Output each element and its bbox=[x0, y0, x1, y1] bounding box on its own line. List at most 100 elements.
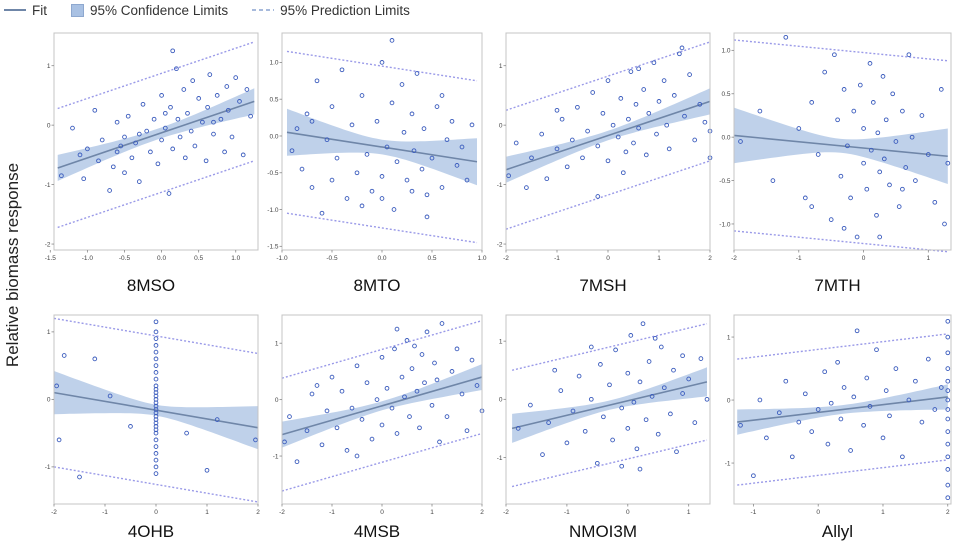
data-point bbox=[654, 131, 659, 137]
data-point bbox=[851, 108, 857, 114]
data-point bbox=[85, 146, 90, 152]
data-point bbox=[192, 143, 198, 149]
data-point bbox=[205, 104, 210, 110]
data-point bbox=[218, 116, 224, 122]
data-point bbox=[151, 116, 157, 122]
data-point bbox=[153, 403, 159, 409]
data-point bbox=[588, 344, 594, 350]
data-point bbox=[233, 75, 239, 80]
data-point bbox=[864, 375, 870, 381]
data-point bbox=[625, 370, 631, 376]
data-point bbox=[643, 417, 649, 423]
data-point bbox=[828, 400, 834, 406]
data-point bbox=[585, 128, 590, 134]
data-point bbox=[861, 126, 866, 131]
legend: Fit 95% Confidence Limits 95% Prediction… bbox=[4, 0, 434, 20]
panel-4msb: -2 -1 0 1 2 -1 0 1 bbox=[273, 314, 485, 516]
data-point bbox=[92, 356, 98, 362]
data-point bbox=[637, 379, 643, 385]
data-point bbox=[854, 234, 860, 240]
panel-nmoi3m: -2 -1 0 1 -1 0 1 bbox=[497, 314, 711, 516]
data-point bbox=[900, 108, 905, 114]
data-point bbox=[153, 451, 159, 456]
data-point bbox=[698, 356, 704, 361]
data-point bbox=[339, 67, 345, 73]
data-point bbox=[631, 399, 637, 405]
data-point bbox=[304, 428, 310, 434]
panel-7msh: -2 -1 0 1 2 -2 -1 0 1 bbox=[497, 32, 713, 262]
data-point bbox=[188, 128, 194, 134]
data-point bbox=[244, 87, 250, 92]
data-point bbox=[913, 178, 918, 183]
panel-label: 7MTH bbox=[814, 276, 861, 295]
data-point bbox=[324, 137, 330, 143]
data-point bbox=[77, 152, 83, 158]
x-tick-label: 1 bbox=[205, 509, 209, 516]
data-point bbox=[414, 71, 420, 76]
data-point bbox=[153, 437, 159, 443]
data-point bbox=[469, 357, 475, 363]
data-point bbox=[925, 152, 931, 157]
data-point bbox=[294, 459, 300, 465]
data-point bbox=[564, 164, 570, 170]
data-point bbox=[369, 436, 375, 442]
data-point bbox=[506, 173, 511, 179]
x-tick-label: -1.0 bbox=[82, 255, 94, 262]
data-point bbox=[546, 420, 551, 425]
data-point bbox=[77, 474, 82, 480]
upper-prediction-limit bbox=[57, 41, 255, 110]
y-tick-label: -1 bbox=[497, 455, 503, 462]
x-tick-label: 1 bbox=[657, 255, 661, 262]
data-point bbox=[92, 107, 98, 113]
data-point bbox=[359, 417, 365, 422]
y-tick-label: 0 bbox=[499, 397, 503, 404]
data-point bbox=[253, 437, 258, 443]
data-point bbox=[942, 221, 947, 227]
data-point bbox=[671, 367, 676, 373]
data-point bbox=[822, 369, 828, 375]
data-point bbox=[832, 52, 837, 58]
data-point bbox=[354, 453, 360, 459]
data-point bbox=[170, 146, 176, 152]
data-point bbox=[874, 212, 879, 218]
data-point bbox=[539, 131, 545, 137]
data-point bbox=[601, 414, 606, 420]
data-point bbox=[641, 87, 647, 92]
data-point bbox=[248, 113, 253, 119]
data-point bbox=[544, 176, 550, 182]
data-point bbox=[354, 363, 360, 369]
data-point bbox=[379, 174, 385, 179]
data-point bbox=[81, 176, 87, 182]
data-point bbox=[861, 422, 866, 428]
data-point bbox=[945, 160, 951, 166]
plot-frame bbox=[733, 314, 952, 505]
data-point bbox=[153, 370, 159, 375]
data-point bbox=[932, 407, 938, 412]
data-point bbox=[344, 196, 350, 201]
x-tick-label: -2 bbox=[731, 255, 737, 262]
data-point bbox=[607, 382, 612, 388]
data-point bbox=[422, 380, 427, 386]
data-point bbox=[867, 61, 873, 66]
data-point bbox=[697, 101, 703, 107]
data-point bbox=[394, 326, 400, 332]
panel-label: 7MSH bbox=[579, 276, 627, 295]
data-point bbox=[155, 161, 161, 167]
data-point bbox=[309, 391, 315, 397]
y-tick-label: -1 bbox=[45, 464, 51, 471]
data-point bbox=[432, 360, 437, 366]
data-point bbox=[459, 391, 465, 397]
data-point bbox=[414, 388, 420, 394]
data-point bbox=[815, 152, 821, 157]
data-point bbox=[182, 155, 188, 161]
data-point bbox=[389, 38, 395, 43]
data-point bbox=[925, 356, 931, 362]
x-tick-label: 0.0 bbox=[157, 255, 166, 262]
data-point bbox=[222, 149, 227, 155]
data-point bbox=[204, 467, 210, 473]
confidence-band-swatch bbox=[71, 3, 84, 17]
data-point bbox=[680, 353, 685, 359]
y-tick-label: -1.5 bbox=[267, 244, 279, 251]
data-point bbox=[329, 374, 335, 380]
data-point bbox=[945, 388, 951, 393]
